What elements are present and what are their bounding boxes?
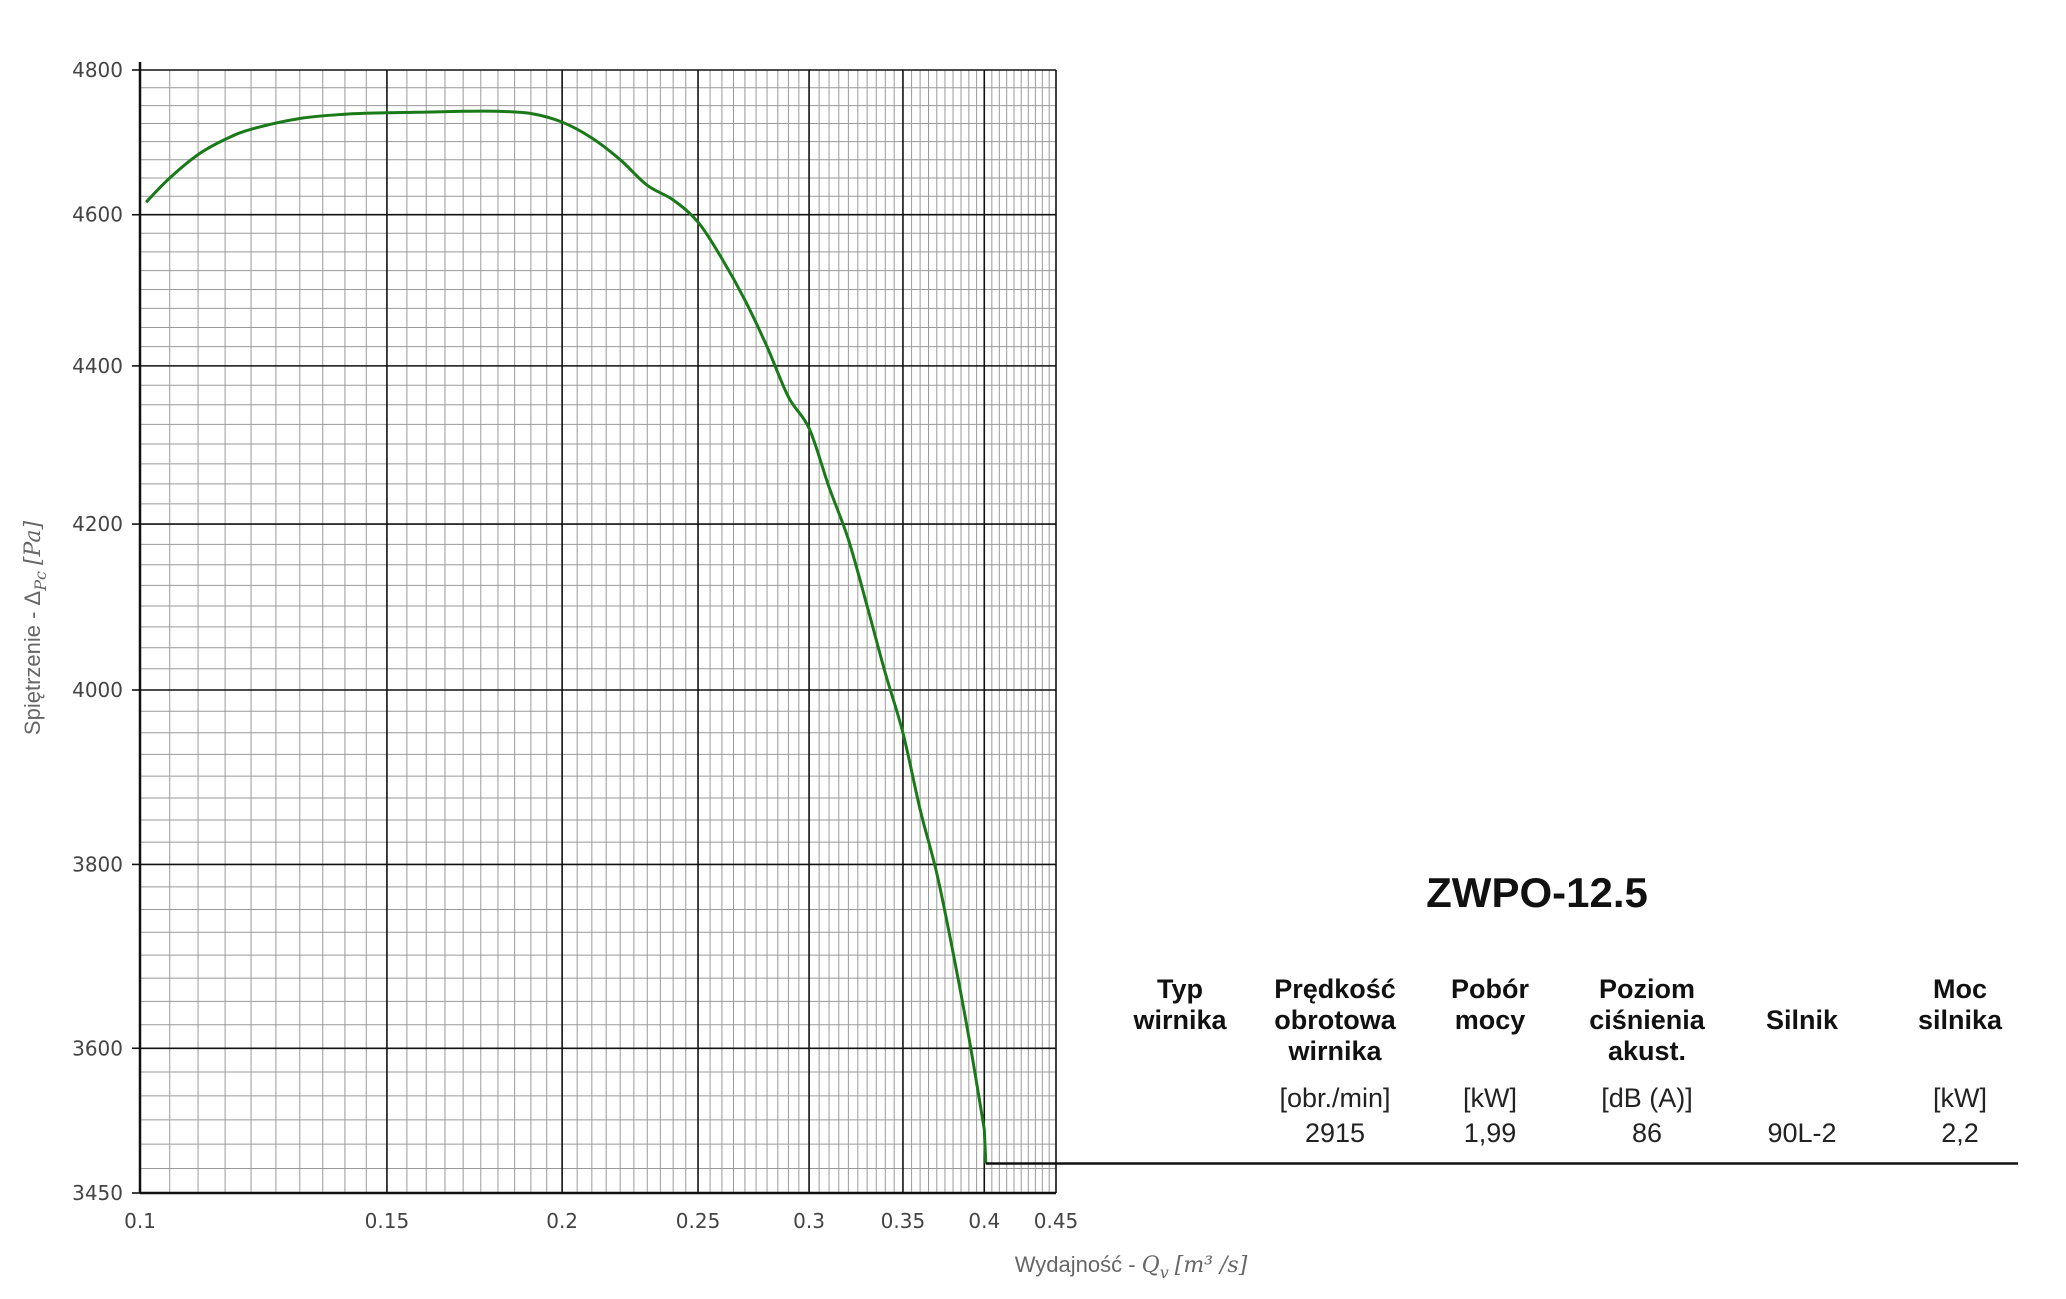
x-tick-label: 0.4: [968, 1209, 1000, 1233]
spec-header-cell: Typ: [1157, 974, 1203, 1004]
y-tick-label: 4200: [72, 512, 123, 536]
x-axis-title-sub: v: [1160, 1263, 1169, 1282]
y-tick-label: 4400: [72, 354, 123, 378]
spec-value-cell: 2915: [1305, 1118, 1365, 1148]
spec-unit-cell: [kW]: [1463, 1083, 1517, 1113]
x-tick-label: 0.45: [1034, 1209, 1079, 1233]
x-tick-label: 0.2: [546, 1209, 578, 1233]
spec-unit-cell: [kW]: [1933, 1083, 1987, 1113]
y-tick-label: 3600: [72, 1036, 123, 1060]
plot-frame: [138, 62, 1056, 1195]
series-layer: [145, 109, 2018, 1165]
spec-header-cell: Prędkość: [1274, 974, 1396, 1004]
x-tick-label: 0.15: [365, 1209, 410, 1233]
y-axis-title: Spiętrzenie - ΔPc [Pa]: [20, 521, 50, 736]
x-tick-label: 0.1: [124, 1209, 156, 1233]
y-tick-label: 4600: [72, 203, 123, 227]
x-tick-label: 0.25: [676, 1209, 721, 1233]
y-tick-label: 4800: [72, 58, 123, 82]
model-title: ZWPO-12.5: [1426, 869, 1648, 916]
y-tick-labels: 3450 3600 3800 4000 4200 4400 4600 4800: [72, 58, 123, 1205]
x-axis-title-symbol: Q: [1142, 1253, 1160, 1278]
spec-header-cell: mocy: [1455, 1005, 1526, 1035]
y-tick-label: 4000: [72, 678, 123, 702]
spec-header-cell: obrotowa: [1274, 1005, 1396, 1035]
spec-value-cell: 86: [1632, 1118, 1662, 1148]
spec-value-cell: 2,2: [1941, 1118, 1979, 1148]
spec-unit-cell: [dB (A)]: [1601, 1083, 1693, 1113]
spec-header-cell: wirnika: [1287, 1036, 1382, 1066]
spec-header-cell: akust.: [1608, 1036, 1686, 1066]
minor-grid: [140, 70, 1056, 1193]
x-axis-title: Wydajność - Qv [m³ /s]: [1015, 1252, 1248, 1282]
spec-unit-cell: [obr./min]: [1279, 1083, 1390, 1113]
spec-value-cell: 1,99: [1464, 1118, 1517, 1148]
y-tick-label: 3450: [72, 1181, 123, 1205]
spec-header-cell: Moc: [1933, 974, 1987, 1004]
y-axis-title-unit: [Pa]: [21, 521, 46, 566]
x-tick-labels: 0.1 0.15 0.2 0.25 0.3 0.35 0.4 0.45: [124, 1209, 1078, 1233]
spec-header-cell: Pobór: [1451, 974, 1529, 1004]
fan-curve-series: [145, 109, 988, 1164]
x-axis-title-unit: [m³ /s]: [1175, 1253, 1248, 1278]
x-tick-label: 0.3: [793, 1209, 825, 1233]
y-axis-title-text: Spiętrzenie - Δ: [20, 590, 45, 735]
spec-header-cell: Silnik: [1766, 1005, 1839, 1035]
spec-header-cell: wirnika: [1132, 1005, 1227, 1035]
spec-header-cell: Poziom: [1599, 974, 1695, 1004]
y-axis-title-sub: Pc: [31, 571, 50, 592]
spec-value-cell: 90L-2: [1767, 1118, 1836, 1148]
y-tick-label: 3800: [72, 852, 123, 876]
x-tick-label: 0.35: [881, 1209, 926, 1233]
spec-header-cell: silnika: [1918, 1005, 2003, 1035]
spec-table: TypwirnikaPrędkośćobrotowawirnikaPobórmo…: [1132, 974, 2003, 1148]
x-axis-title-text: Wydajność -: [1015, 1252, 1142, 1277]
spec-header-cell: ciśnienia: [1589, 1005, 1706, 1035]
